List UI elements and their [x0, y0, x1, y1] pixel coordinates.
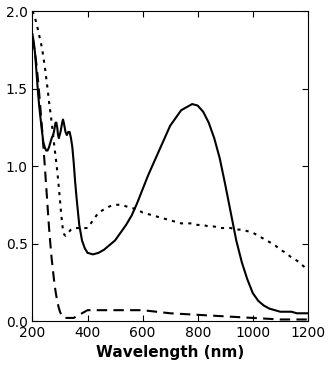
X-axis label: Wavelength (nm): Wavelength (nm) [96, 346, 244, 361]
